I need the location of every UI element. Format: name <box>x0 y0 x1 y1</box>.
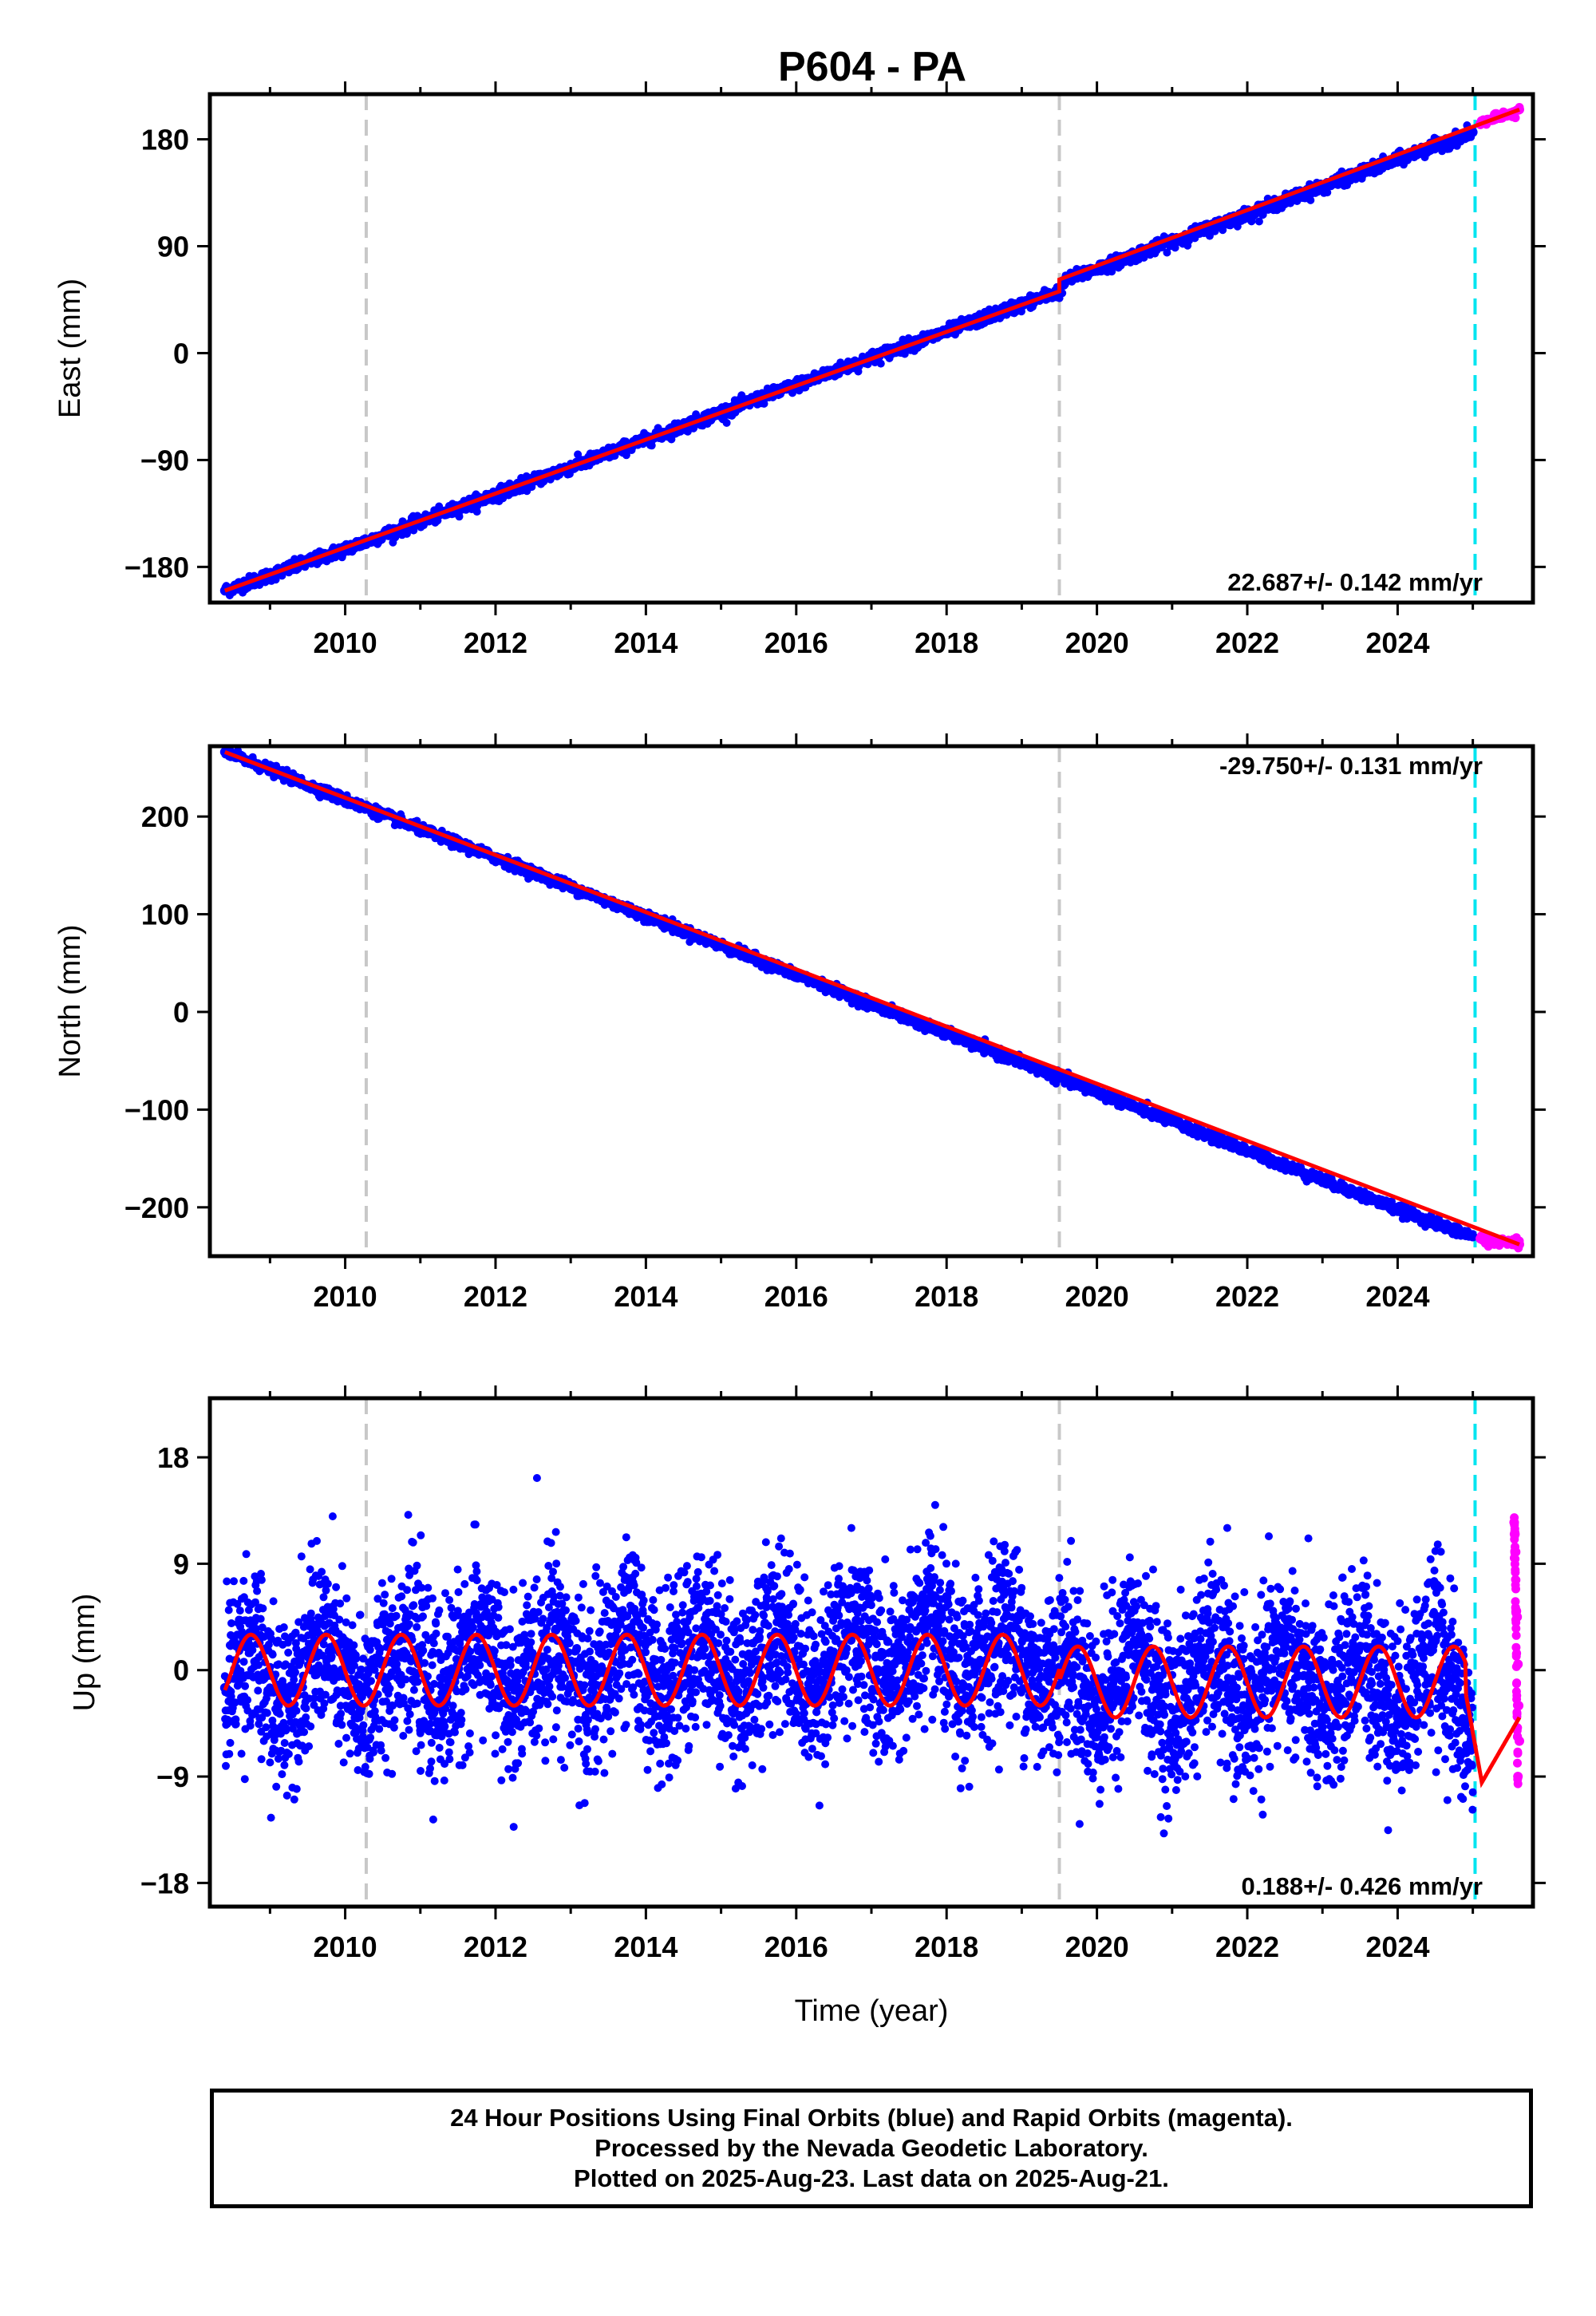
data-point <box>1306 196 1315 204</box>
x-tick-label: 2010 <box>314 626 377 659</box>
data-point <box>722 418 731 427</box>
plot-area <box>219 746 1524 1253</box>
model-line <box>223 107 1520 593</box>
y-tick-label: 0 <box>173 337 189 370</box>
velocity-label: 22.687+/- 0.142 mm/yr <box>1227 568 1483 596</box>
panel-1: 2010 2012 2014 2016 2018 2020 2022 2024 −180 −90 0… <box>53 81 1546 659</box>
y-ticks <box>197 138 1546 568</box>
data-point <box>1254 217 1263 226</box>
y-axis-label: East (mm) <box>53 279 87 418</box>
panel-2: 2010 2012 2014 2016 2018 2020 2022 2024−200−100… <box>53 733 1546 1313</box>
x-tick-label: 2014 <box>614 626 678 659</box>
x-tick-label: 2018 <box>915 626 978 659</box>
y-tick-label: 180 <box>141 124 189 156</box>
chart-title: P604 - PA <box>778 44 966 90</box>
data-point <box>455 512 464 521</box>
x-tick-label: 2012 <box>464 626 527 659</box>
x-ticks <box>268 81 1475 615</box>
x-tick-label: 2020 <box>1065 626 1129 659</box>
data-point <box>1163 248 1171 257</box>
x-tick-label: 2016 <box>764 626 828 659</box>
y-tick-label: 90 <box>157 231 189 263</box>
x-tick-label: 2022 <box>1215 626 1279 659</box>
data-point <box>527 483 536 492</box>
y-tick-label: −180 <box>124 551 189 583</box>
x-tick-label: 2024 <box>1365 626 1429 659</box>
plot-area <box>219 103 1524 599</box>
y-tick-label: −90 <box>140 444 189 476</box>
data-point <box>472 508 481 516</box>
panels: 2010 2012 2014 2016 2018 2020 2022 2024 −180 −90 0… <box>53 81 1546 2028</box>
series-final-orbits <box>219 746 1478 1242</box>
data-point <box>876 359 885 368</box>
